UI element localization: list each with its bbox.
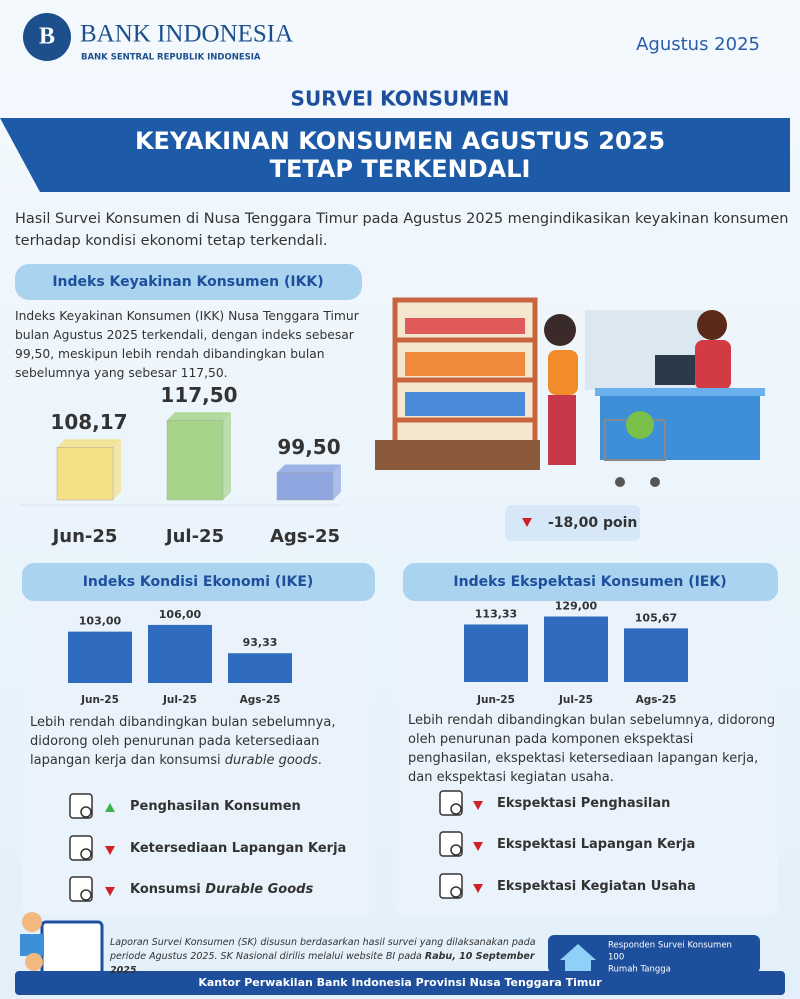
value-label: 99,50 (277, 435, 340, 459)
section-title: SURVEI KONSUMEN (291, 87, 510, 111)
ikk-heading: Indeks Keyakinan Konsumen (IKK) (52, 274, 323, 290)
item-icon (450, 844, 462, 856)
iek-heading: Indeks Ekspektasi Konsumen (IEK) (453, 574, 726, 590)
text: Ekspektasi Penghasilan (497, 796, 670, 811)
item-icon (80, 806, 92, 818)
bar (166, 420, 224, 501)
value-label: 106,00 (159, 608, 202, 621)
x-tick-label: Jun-25 (476, 694, 515, 706)
arrow-down (473, 842, 483, 851)
item-label: Penghasilan Konsumen (130, 799, 301, 814)
bar (464, 624, 528, 682)
house-icon (560, 944, 596, 960)
arrow-down (473, 801, 483, 810)
value-label: 93,33 (243, 636, 278, 649)
footer-note: Laporan Survei Konsumen (SK) disusun ber… (110, 936, 540, 978)
text: Penghasilan Konsumen (130, 799, 301, 814)
x-tick-label: Jun-25 (80, 694, 119, 706)
title-banner (0, 118, 790, 192)
text: . (136, 965, 140, 976)
arrow-up (105, 803, 115, 812)
arrow-down (522, 518, 532, 527)
bar-side (223, 412, 231, 500)
text: Ekspektasi Kegiatan Usaha (497, 879, 696, 894)
ikk-pill (15, 264, 362, 300)
item-label: Ekspektasi Kegiatan Usaha (497, 879, 696, 894)
ike-heading: Indeks Kondisi Ekonomi (IKE) (83, 574, 314, 590)
x-tick-label: Ags-25 (270, 526, 340, 547)
iek-pill (403, 563, 778, 601)
x-tick-label: Ags-25 (240, 694, 281, 706)
item-label: Ketersediaan Lapangan Kerja (130, 841, 346, 856)
change-badge (505, 505, 640, 541)
title-line: TETAP TERKENDALI (270, 155, 531, 183)
house-icon (565, 959, 591, 971)
item-label: Ekspektasi Penghasilan (497, 796, 670, 811)
item-icon (80, 848, 92, 860)
item-label: Ekspektasi Lapangan Kerja (497, 837, 695, 852)
item-icon (80, 889, 92, 901)
bar (276, 472, 334, 501)
title-line: KEYAKINAN KONSUMEN AGUSTUS 2025 (135, 127, 665, 155)
text: Ketersediaan Lapangan Kerja (130, 841, 346, 856)
text: durable goods (224, 753, 318, 768)
logo-glyph: B (39, 24, 55, 50)
bar (148, 624, 212, 683)
x-tick-label: Jul-25 (558, 694, 593, 706)
respondent-box (548, 935, 760, 973)
respondent-count: 100 (608, 953, 624, 963)
x-tick-label: Jun-25 (51, 526, 118, 547)
ike-description: Lebih rendah dibandingkan bulan sebelumn… (30, 713, 375, 770)
arrow-down (473, 884, 483, 893)
text: . (317, 753, 322, 768)
text: Ekspektasi Lapangan Kerja (497, 837, 695, 852)
text: Laporan Survei Konsumen (SK) disusun ber… (110, 937, 536, 962)
value-label: 113,33 (475, 607, 517, 620)
iek-description: Lebih rendah dibandingkan bulan sebelumn… (408, 711, 780, 787)
logo-sub: BANK SENTRAL REPUBLIK INDONESIA (81, 53, 261, 63)
text: Konsumsi (130, 882, 205, 897)
bar (624, 628, 688, 682)
x-tick-label: Ags-25 (636, 694, 677, 706)
item-icon (450, 803, 462, 815)
store-illustration (375, 297, 765, 487)
logo-mark (23, 13, 71, 61)
bar-top (167, 412, 231, 421)
bar (68, 631, 132, 683)
text: Rabu, 10 September 2025 (110, 951, 535, 976)
value-label: 103,00 (79, 615, 122, 628)
arrow-down (105, 846, 115, 855)
office: Kantor Perwakilan Bank Indonesia Provins… (198, 976, 602, 989)
intro: Hasil Survei Konsumen di Nusa Tenggara T… (15, 211, 789, 249)
respondent-text: Rumah Tangga (608, 965, 671, 975)
text: Lebih rendah dibandingkan bulan sebelumn… (408, 713, 776, 785)
bar-top (277, 464, 341, 473)
bar (228, 653, 292, 683)
arrow-down (105, 887, 115, 896)
item-label: Konsumsi Durable Goods (130, 882, 313, 897)
value-label: 117,50 (160, 383, 237, 407)
bar (544, 616, 608, 682)
item-icon (450, 886, 462, 898)
bar (56, 447, 114, 501)
text: Durable Goods (205, 882, 313, 897)
ike-pill (22, 563, 375, 601)
bar-top (57, 439, 121, 448)
value-label: 105,67 (635, 611, 677, 624)
bar-side (333, 464, 341, 500)
bar-side (113, 439, 121, 500)
date: Agustus 2025 (636, 34, 760, 55)
ikk-description: Indeks Keyakinan Konsumen (IKK) Nusa Ten… (15, 309, 359, 380)
respondent-text: Responden Survei Konsumen (608, 941, 732, 951)
value-label: 129,00 (555, 600, 598, 613)
logo-name: BANK INDONESIA (80, 21, 293, 48)
x-tick-label: Jul-25 (164, 526, 224, 547)
office-bar (15, 971, 785, 995)
change: -18,00 poin (548, 515, 637, 531)
x-tick-label: Jul-25 (162, 694, 197, 706)
text: Lebih rendah dibandingkan bulan sebelumn… (30, 715, 336, 768)
value-label: 108,17 (50, 410, 127, 434)
